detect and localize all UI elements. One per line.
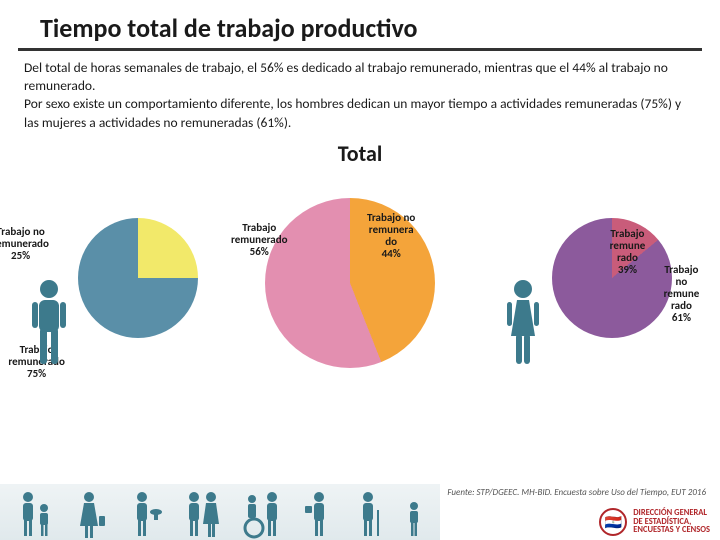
label-men-unpaid: Trabajo no remunerado 25% bbox=[0, 226, 49, 262]
charts-row: Trabajo no remunerado 25% Trabajo remune… bbox=[0, 173, 720, 433]
chart-total: Trabajo no remunera do 44% Trabajo remun… bbox=[245, 198, 475, 408]
footer-person-icon bbox=[303, 490, 335, 540]
chart-women: Trabajo no remune rado 61% Trabajo remun… bbox=[492, 198, 702, 408]
pie-men bbox=[78, 218, 198, 338]
footer-person-icon bbox=[183, 490, 223, 540]
footer-person-icon bbox=[242, 490, 284, 540]
page-title: Tiempo total de trabajo productivo bbox=[18, 0, 702, 51]
woman-icon bbox=[502, 278, 544, 368]
label-total-unpaid: Trabajo no remunera do 44% bbox=[367, 212, 415, 260]
chart-men: Trabajo no remunerado 25% Trabajo remune… bbox=[18, 198, 228, 408]
subtitle-total: Total bbox=[0, 140, 720, 167]
logo-block: 🇵🇾 DIRECCIÓN GENERAL DE ESTADÍSTICA, ENC… bbox=[599, 508, 710, 536]
label-women-unpaid: Trabajo no remune rado 61% bbox=[664, 264, 700, 324]
footer-icons bbox=[0, 484, 440, 540]
footer-person-icon bbox=[354, 490, 384, 540]
label-total-paid: Trabajo remunerado 56% bbox=[231, 222, 288, 258]
source-text: Fuente: STP/DGEEC. MH-BID. Encuesta sobr… bbox=[447, 487, 706, 498]
footer-person-icon bbox=[128, 490, 164, 540]
footer-person-icon bbox=[403, 490, 425, 540]
man-icon bbox=[28, 278, 70, 368]
logo-text: DIRECCIÓN GENERAL DE ESTADÍSTICA, ENCUES… bbox=[633, 509, 710, 536]
footer-person-icon bbox=[75, 490, 109, 540]
logo-line3: ENCUESTAS Y CENSOS bbox=[633, 526, 710, 535]
logo-seal-icon: 🇵🇾 bbox=[599, 508, 627, 536]
body-text: Del total de horas semanales de trabajo,… bbox=[0, 51, 720, 136]
footer-person-icon bbox=[16, 490, 56, 540]
label-women-paid: Trabajo remune rado 39% bbox=[610, 228, 646, 276]
